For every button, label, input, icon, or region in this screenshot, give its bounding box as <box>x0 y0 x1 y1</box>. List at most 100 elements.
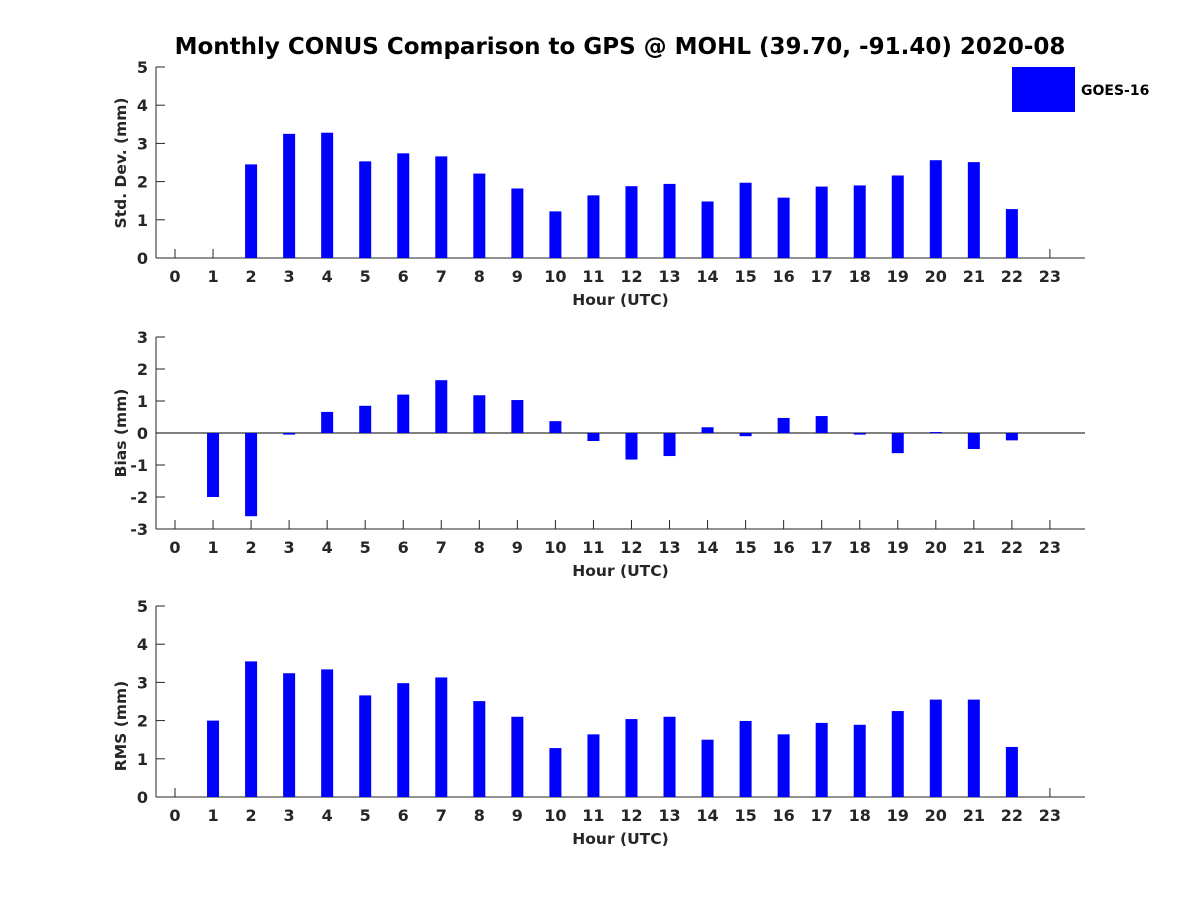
rms-bar-hour-20 <box>929 699 942 797</box>
rms-bar-hour-1 <box>207 720 220 797</box>
bias-x-tick-label: 23 <box>1039 538 1061 557</box>
std-dev-x-tick-label: 12 <box>620 267 642 286</box>
rms-bar-hour-14 <box>701 739 714 797</box>
rms-x-tick-label: 17 <box>811 806 833 825</box>
std-dev-x-tick-label: 14 <box>696 267 718 286</box>
std-dev-y-tick-label: 5 <box>137 58 148 77</box>
bias-x-tick-label: 22 <box>1001 538 1023 557</box>
rms-x-tick-label: 10 <box>544 806 566 825</box>
bias-x-tick-label: 2 <box>246 538 257 557</box>
std-dev-bar-hour-14 <box>701 201 714 258</box>
rms-y-tick-label: 3 <box>137 673 148 692</box>
bias-bar-hour-22 <box>1005 433 1018 441</box>
rms-bar-hour-5 <box>359 695 372 797</box>
bias-y-tick-label: 0 <box>137 424 148 443</box>
rms-bar-hour-4 <box>321 669 334 797</box>
std-dev-bar-hour-4 <box>321 132 334 258</box>
rms-bar-hour-11 <box>587 734 600 797</box>
rms-x-tick-label: 6 <box>398 806 409 825</box>
std-dev-y-tick-label: 3 <box>137 134 148 153</box>
rms-bar-hour-7 <box>435 677 448 797</box>
rms-bar-hour-12 <box>625 719 638 797</box>
bias-x-tick-label: 8 <box>474 538 485 557</box>
std-dev-x-tick-label: 8 <box>474 267 485 286</box>
rms-y-tick-label: 4 <box>137 635 148 654</box>
rms-x-tick-label: 0 <box>169 806 180 825</box>
rms-x-tick-label: 12 <box>620 806 642 825</box>
bias-x-tick-label: 1 <box>207 538 218 557</box>
rms-x-tick-label: 3 <box>284 806 295 825</box>
bias-x-tick-label: 9 <box>512 538 523 557</box>
rms-bar-hour-3 <box>283 673 296 797</box>
std-dev-x-tick-label: 19 <box>887 267 909 286</box>
std-dev-x-tick-label: 16 <box>773 267 795 286</box>
bias-x-tick-label: 5 <box>360 538 371 557</box>
bias-bar-hour-9 <box>511 400 524 433</box>
std-dev-x-label: Hour (UTC) <box>572 291 668 309</box>
std-dev-y-tick-label: 2 <box>137 173 148 192</box>
bias-x-tick-label: 12 <box>620 538 642 557</box>
rms-x-label: Hour (UTC) <box>572 830 668 848</box>
rms-x-tick-label: 14 <box>696 806 718 825</box>
rms-bar-hour-8 <box>473 701 486 797</box>
std-dev-x-tick-label: 17 <box>811 267 833 286</box>
bias-x-tick-label: 6 <box>398 538 409 557</box>
bias-bar-hour-17 <box>815 416 828 433</box>
rms-x-tick-label: 19 <box>887 806 909 825</box>
rms-x-tick-label: 13 <box>658 806 680 825</box>
std-dev-bar-hour-5 <box>359 161 372 258</box>
bias-x-tick-label: 13 <box>658 538 680 557</box>
rms-bar-hour-17 <box>815 722 828 797</box>
rms-x-tick-label: 1 <box>207 806 218 825</box>
rms-x-tick-label: 21 <box>963 806 985 825</box>
rms-bar-hour-19 <box>891 711 904 797</box>
rms-x-tick-label: 20 <box>925 806 947 825</box>
std-dev-x-tick-label: 22 <box>1001 267 1023 286</box>
bias-x-tick-label: 17 <box>811 538 833 557</box>
bias-bar-hour-11 <box>587 433 600 441</box>
std-dev-x-tick-label: 10 <box>544 267 566 286</box>
rms-x-tick-label: 9 <box>512 806 523 825</box>
std-dev-bar-hour-19 <box>891 175 904 258</box>
legend-label: GOES-16 <box>1081 83 1149 99</box>
bias-x-tick-label: 19 <box>887 538 909 557</box>
std-dev-bar-hour-22 <box>1005 209 1018 258</box>
bias-bar-hour-10 <box>549 421 562 433</box>
std-dev-bar-hour-20 <box>929 160 942 258</box>
bias-bar-hour-20 <box>929 432 942 434</box>
rms-bar-hour-15 <box>739 720 752 797</box>
std-dev-x-tick-label: 15 <box>734 267 756 286</box>
bias-bar-hour-3 <box>283 433 296 435</box>
rms-bar-hour-13 <box>663 716 676 797</box>
chart-title: Monthly CONUS Comparison to GPS @ MOHL (… <box>175 34 1066 60</box>
bias-bar-hour-8 <box>473 395 486 433</box>
std-dev-bar-hour-7 <box>435 156 448 258</box>
bias-x-tick-label: 20 <box>925 538 947 557</box>
bias-x-tick-label: 21 <box>963 538 985 557</box>
std-dev-y-label: Std. Dev. (mm) <box>112 98 130 229</box>
std-dev-bar-hour-17 <box>815 186 828 258</box>
bias-y-tick-label: 3 <box>137 328 148 347</box>
bias-bar-hour-4 <box>321 411 334 433</box>
bias-bar-hour-18 <box>853 433 866 435</box>
std-dev-bar-hour-3 <box>283 133 296 258</box>
std-dev-x-tick-label: 11 <box>582 267 604 286</box>
std-dev-x-tick-label: 0 <box>169 267 180 286</box>
std-dev-bar-hour-11 <box>587 195 600 258</box>
rms-x-tick-label: 23 <box>1039 806 1061 825</box>
bias-bar-hour-19 <box>891 433 904 454</box>
std-dev-x-tick-label: 7 <box>436 267 447 286</box>
bias-bar-hour-1 <box>207 433 220 497</box>
rms-bar-hour-10 <box>549 748 562 797</box>
bias-bar-hour-13 <box>663 433 676 457</box>
rms-x-tick-label: 22 <box>1001 806 1023 825</box>
bias-y-tick-label: -3 <box>130 520 148 539</box>
std-dev-x-tick-label: 3 <box>284 267 295 286</box>
bias-bar-hour-6 <box>397 394 410 433</box>
rms-bar-hour-21 <box>967 699 980 797</box>
bias-x-tick-label: 3 <box>284 538 295 557</box>
rms-x-tick-label: 4 <box>322 806 333 825</box>
rms-y-tick-label: 1 <box>137 750 148 769</box>
std-dev-bar-hour-12 <box>625 186 638 258</box>
